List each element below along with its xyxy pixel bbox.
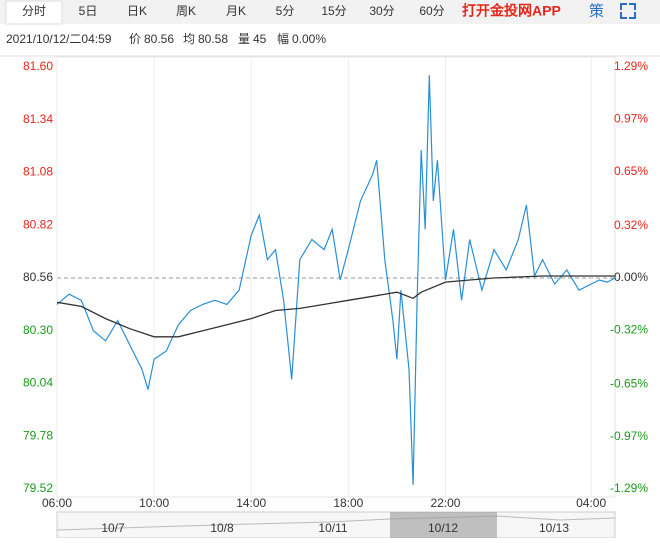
y-tick-label: 80.04 (23, 376, 53, 390)
navigator-line (56, 515, 616, 531)
y2-tick-label: 0.32% (614, 218, 648, 232)
y2-tick-label: -0.65% (610, 376, 648, 390)
navigator-date: 10/11 (318, 521, 347, 535)
fullscreen-icon[interactable] (620, 3, 636, 19)
tab[interactable]: 60分 (419, 4, 444, 18)
x-tick-label: 06:00 (42, 496, 72, 510)
info-time: 2021/10/12/二04:59 (6, 32, 112, 46)
info-range-label: 幅 (277, 31, 289, 46)
toolbar (0, 0, 660, 24)
x-tick-label: 22:00 (430, 496, 460, 510)
y-tick-label: 81.60 (23, 59, 53, 73)
tabs: 分时 5日 日K 周K 月K 5分 15分 30分 60分 (22, 4, 445, 18)
active-tab-bg (5, 0, 63, 25)
price-line (56, 75, 616, 485)
y2-tick-label: -0.32% (610, 323, 648, 337)
x-tick-label: 18:00 (333, 496, 363, 510)
y-tick-label: 79.52 (23, 481, 53, 495)
x-tick-label: 10:00 (139, 496, 169, 510)
average-line (56, 275, 615, 338)
promo[interactable]: 打开金投网APP (462, 3, 561, 19)
y-tick-label: 80.56 (23, 270, 53, 284)
tab[interactable]: 周K (176, 4, 196, 18)
tab[interactable]: 5日 (79, 4, 98, 18)
info-price: 80.56 (144, 32, 174, 46)
info-avg: 80.58 (198, 32, 228, 46)
info-avg-label: 均 (183, 32, 195, 46)
navigator-date: 10/8 (210, 521, 234, 535)
info-bar: 2021/10/12/二04:59 价 80.56 均 80.58 量 45 幅 0.00% (6, 31, 326, 46)
tab[interactable]: 15分 (321, 4, 346, 18)
tab[interactable]: 月K (226, 4, 246, 18)
x-tick-label: 04:00 (576, 496, 606, 510)
y-tick-label: 81.34 (23, 112, 53, 126)
y2-tick-label: 0.97% (614, 112, 648, 126)
tab[interactable]: 日K (127, 4, 147, 18)
y-tick-label: 79.78 (23, 428, 53, 442)
navigator-date: 10/7 (101, 521, 125, 535)
info-volume-label: 量 (238, 32, 250, 46)
info-volume: 45 (253, 32, 267, 46)
y-tick-label: 81.08 (23, 165, 53, 179)
tab[interactable]: 5分 (276, 4, 295, 18)
y2-tick-label: -1.29% (610, 481, 648, 495)
info-range: 0.00% (292, 32, 326, 46)
y2-tick-label: 0.65% (614, 164, 648, 178)
tab[interactable]: 30分 (369, 4, 394, 18)
navigator-date: 10/13 (539, 521, 569, 535)
strategy-icon[interactable]: 策 (589, 3, 604, 20)
y-tick-label: 80.30 (23, 323, 53, 337)
y2-tick-label: 0.00% (614, 270, 648, 284)
y-tick-label: 80.82 (23, 217, 53, 231)
tab[interactable]: 分时 (22, 4, 46, 18)
y2-tick-label: 1.29% (614, 59, 648, 73)
navigator-window[interactable] (390, 512, 497, 538)
y2-tick-label: -0.97% (610, 429, 648, 443)
info-price-label: 价 (129, 32, 141, 46)
x-tick-label: 14:00 (236, 496, 266, 510)
navigator-date: 10/12 (428, 521, 458, 535)
